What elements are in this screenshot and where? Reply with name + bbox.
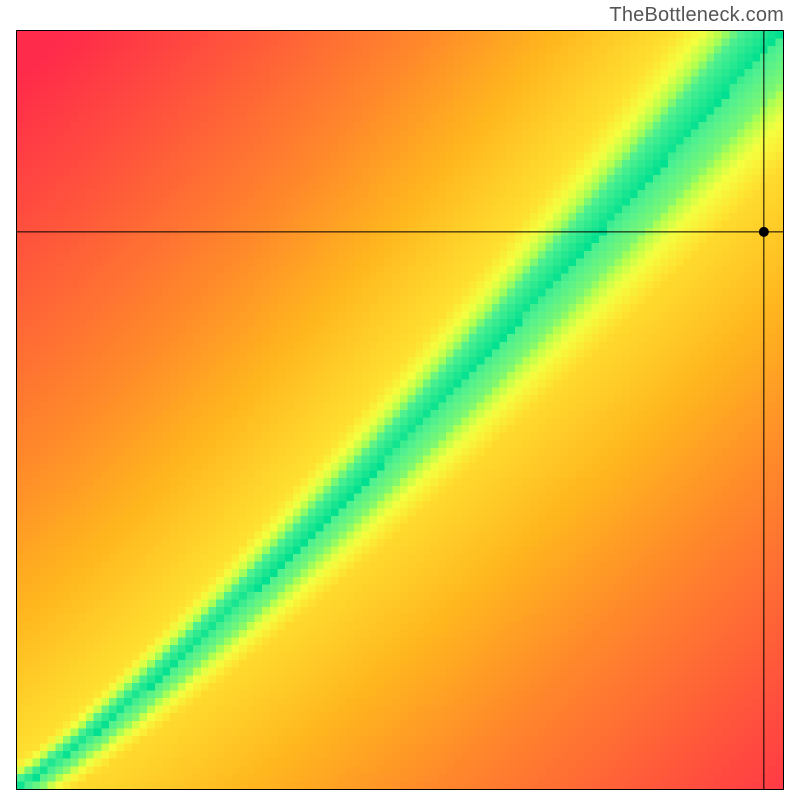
heatmap-canvas: [17, 31, 783, 789]
watermark-text: TheBottleneck.com: [609, 4, 784, 27]
chart-container: TheBottleneck.com: [0, 0, 800, 800]
heatmap-plot: [16, 30, 784, 790]
